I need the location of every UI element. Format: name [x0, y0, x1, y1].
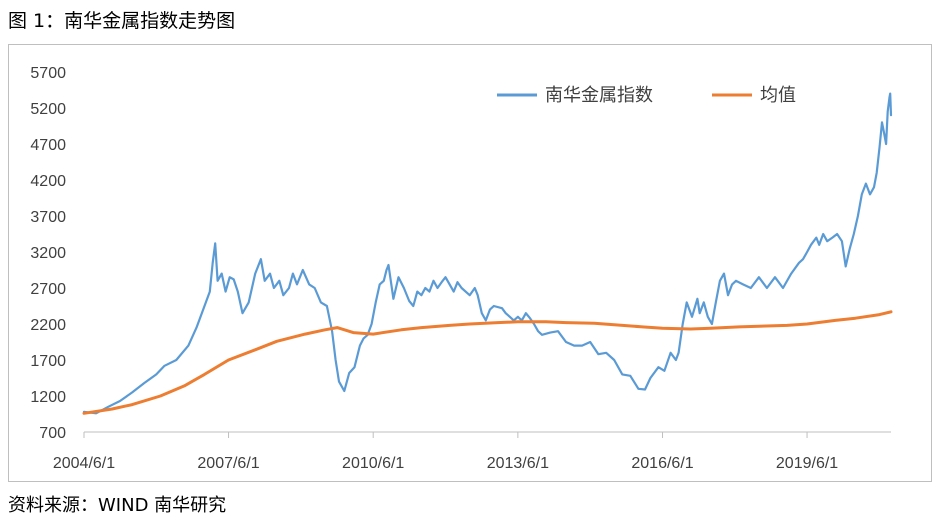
x-tick-label: 2007/6/1: [197, 455, 259, 472]
y-axis: 700 1200 1700 2200 2700 3200 3700 4200 4700 5200 5…: [30, 65, 66, 442]
series-line-1: [82, 92, 893, 415]
y-tick-label: 3700: [30, 209, 66, 226]
series-line-2: [82, 310, 893, 415]
x-tick-label: 2019/6/1: [776, 455, 838, 472]
y-tick-label: 4700: [30, 137, 66, 154]
y-tick-label: 2200: [30, 317, 66, 334]
x-tick-label: 2016/6/1: [631, 455, 693, 472]
figure-title: 图 1：南华金属指数走势图: [8, 10, 236, 32]
x-tick-label: 2004/6/1: [53, 455, 115, 472]
series-lines: [82, 92, 893, 415]
y-tick-label: 1200: [30, 389, 66, 406]
legend-label-2: 均值: [760, 85, 796, 106]
legend: 南华金属指数 均值: [497, 85, 796, 106]
y-tick-label: 5200: [30, 101, 66, 118]
y-tick-label: 5700: [30, 65, 66, 82]
y-tick-label: 2700: [30, 281, 66, 298]
source-note: 资料来源：WIND 南华研究: [8, 495, 227, 516]
x-tick-label: 2013/6/1: [487, 455, 549, 472]
chart-frame: [8, 44, 932, 482]
x-axis: 2004/6/1 2007/6/1 2010/6/1 2013/6/1 2016/6/1…: [53, 431, 891, 472]
y-tick-label: 1700: [30, 353, 66, 370]
y-tick-label: 4200: [30, 173, 66, 190]
x-tick-label: 2010/6/1: [342, 455, 404, 472]
y-tick-label: 700: [39, 425, 66, 442]
legend-label-1: 南华金属指数: [545, 85, 653, 106]
y-tick-label: 3200: [30, 245, 66, 262]
